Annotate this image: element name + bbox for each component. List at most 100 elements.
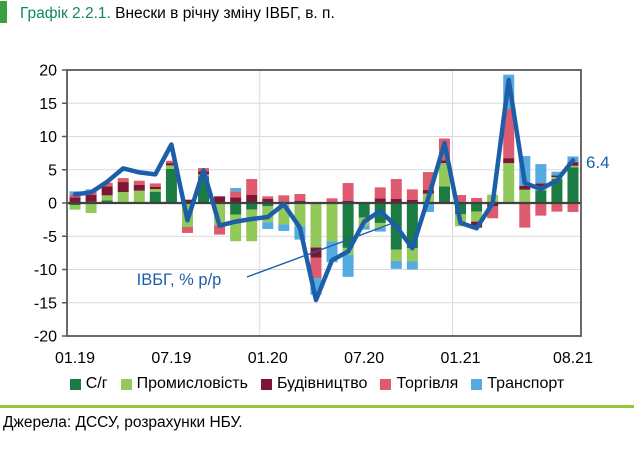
bar-segment <box>438 163 450 187</box>
bar-segment <box>165 160 177 164</box>
bar-segment <box>310 203 322 248</box>
bar-segment <box>69 204 81 210</box>
bar-segment <box>133 184 145 191</box>
bar-segment <box>149 189 161 192</box>
legend-label: Будівництво <box>276 375 368 392</box>
bar-segment <box>535 203 547 216</box>
bar-segment <box>278 203 290 225</box>
bar-segment <box>214 196 226 203</box>
y-axis-label: 10 <box>39 129 57 146</box>
bar-segment <box>262 199 274 203</box>
bar-segment <box>294 194 306 201</box>
divider-line <box>0 405 634 408</box>
y-axis-label: -15 <box>34 295 57 312</box>
bar-segment <box>165 163 177 166</box>
y-axis-label: -5 <box>43 229 57 246</box>
bar-segment <box>165 165 177 169</box>
title-line: Графік 2.2.1. Внески в річну зміну ІВБГ,… <box>20 5 335 23</box>
bar-segment <box>69 197 81 203</box>
bar-segment <box>535 164 547 184</box>
x-axis-label: 07.19 <box>151 350 191 367</box>
bar-segment <box>535 190 547 203</box>
bar-segment <box>438 160 450 164</box>
bar-segment <box>278 195 290 203</box>
bar-segment <box>406 203 418 249</box>
bar-segment <box>551 203 563 212</box>
bar-segment <box>471 203 483 212</box>
bar-segment <box>181 199 193 203</box>
bar-segment <box>342 200 354 203</box>
bar-segment <box>455 203 467 215</box>
bar-segment <box>471 198 483 203</box>
legend-swatch <box>69 378 81 390</box>
legend-label: Торгівля <box>396 375 459 392</box>
bar-segment <box>326 198 338 202</box>
bar-segment <box>390 179 402 200</box>
bar-segment <box>406 261 418 270</box>
bar-segment <box>342 183 354 201</box>
bar-segment <box>503 158 515 164</box>
title-number: Графік 2.2.1. <box>20 5 111 22</box>
annotation-label: ІВБГ, % р/р <box>137 271 222 289</box>
bar-segment <box>551 175 563 178</box>
y-axis-label: 15 <box>39 96 57 113</box>
bar-segment <box>310 278 322 295</box>
bar-segment <box>406 200 418 203</box>
legend-swatch <box>120 378 132 390</box>
x-axis-label: 07.20 <box>344 350 384 367</box>
y-axis-label: -20 <box>34 329 57 346</box>
bar-segment <box>519 189 531 203</box>
bar-segment <box>519 203 531 228</box>
legend-swatch <box>471 378 483 390</box>
annotation-arrow <box>246 222 394 278</box>
bar-segment <box>374 187 386 199</box>
bar-segment <box>294 203 306 227</box>
legend-item: С/г <box>69 375 108 393</box>
legend-swatch <box>380 378 392 390</box>
bar-segment <box>390 199 402 203</box>
bar-segment <box>230 203 242 215</box>
bar-segment <box>278 224 290 231</box>
bar-segment <box>342 203 354 248</box>
bar-segment <box>214 203 226 226</box>
bar-segment <box>230 197 242 203</box>
bar-segment <box>310 257 322 279</box>
chart-legend: С/г Промисловість Будівництво Торгівля Транс… <box>0 372 634 396</box>
bar-segment <box>567 167 579 203</box>
legend-label: Транспорт <box>487 375 565 392</box>
bar-segment <box>487 206 499 219</box>
y-axis-label: 20 <box>39 63 57 80</box>
bar-segment <box>85 195 97 202</box>
bar-segment <box>567 203 579 212</box>
x-axis-label: 01.20 <box>248 350 288 367</box>
bar-segment <box>503 163 515 203</box>
bar-segment <box>326 241 338 263</box>
y-axis-label: 0 <box>48 196 57 213</box>
bar-segment <box>230 191 242 198</box>
bar-segment <box>390 260 402 269</box>
bar-segment <box>101 195 113 201</box>
bar-segment <box>262 196 274 200</box>
title-text: Внески в річну зміну ІВБГ, в. п. <box>110 5 335 22</box>
bar-segment <box>246 179 258 195</box>
bar-segment <box>198 176 210 203</box>
bar-segment <box>149 183 161 187</box>
bar-segment <box>406 248 418 262</box>
bar-segment <box>214 225 226 235</box>
bar-segment <box>101 186 113 196</box>
legend-swatch <box>260 378 272 390</box>
legend-item: Промисловість <box>120 375 248 393</box>
bar-segment <box>262 222 274 229</box>
bar-segment <box>246 209 258 242</box>
bar-segment <box>455 195 467 203</box>
bar-segment <box>133 190 145 203</box>
bar-segment <box>422 203 434 212</box>
x-axis-label: 01.21 <box>441 350 481 367</box>
legend-item: Транспорт <box>471 375 564 393</box>
bar-segment <box>438 186 450 203</box>
bar-segment <box>101 200 113 203</box>
bar-segment <box>503 108 515 159</box>
chart-title: Графік 2.2.1. Внески в річну зміну ІВБГ,… <box>0 1 634 27</box>
